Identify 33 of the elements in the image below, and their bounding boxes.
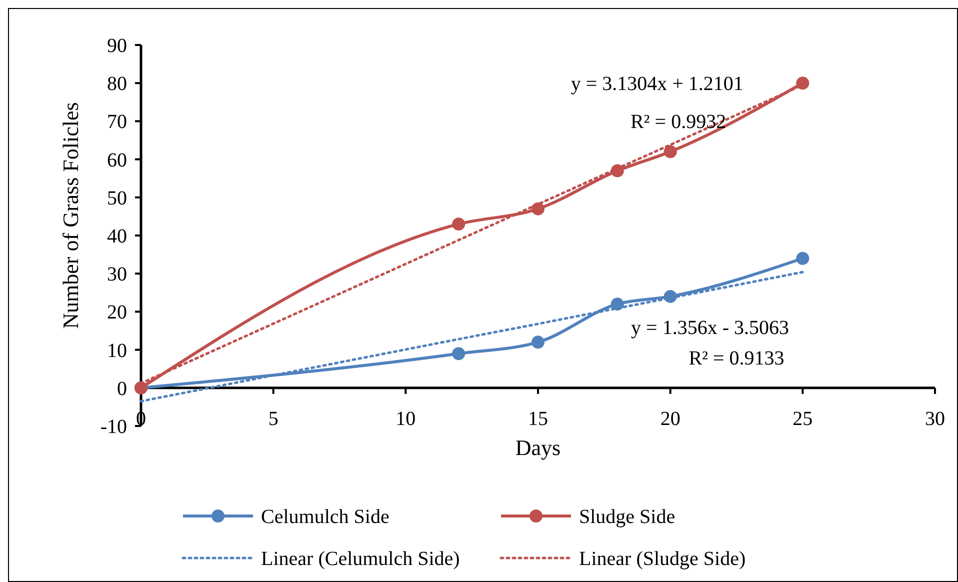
point <box>664 145 677 158</box>
y-tick-label: 60 <box>107 149 127 172</box>
x-tick-label: 10 <box>396 408 416 430</box>
x-tick-label: 25 <box>792 408 813 430</box>
legend-label: Celumulch Side <box>261 506 390 528</box>
y-tick-label: 10 <box>107 340 127 362</box>
point <box>796 252 810 265</box>
x-axis-title: Days <box>515 435 561 460</box>
y-tick-label: 80 <box>107 73 127 96</box>
x-tick-label: 30 <box>925 408 945 430</box>
annotation: y = 1.356x - 3.5063 <box>631 316 790 339</box>
x-tick-label: 5 <box>268 408 278 430</box>
y-axis-title: Number of Grass Folicles <box>58 102 83 329</box>
y-tick-label: 40 <box>107 226 127 248</box>
point <box>452 218 466 231</box>
annotation: R² = 0.9133 <box>688 347 784 370</box>
point <box>532 336 544 349</box>
annotation: y = 3.1304x + 1.2101 <box>570 73 744 96</box>
y-tick-label: 0 <box>117 378 127 400</box>
point <box>452 347 466 360</box>
y-tick-label: -10 <box>100 416 127 438</box>
point <box>796 76 810 90</box>
y-tick-label: 90 <box>107 35 127 57</box>
annotation: R² = 0.9932 <box>630 111 726 134</box>
legend-label: Sludge Side <box>579 506 676 528</box>
y-tick-label: 70 <box>107 111 127 134</box>
y-tick-label: 20 <box>107 302 127 324</box>
x-tick-label: 20 <box>660 408 680 430</box>
x-tick-label: 15 <box>528 408 548 430</box>
legend-label: Linear (Celumulch Side) <box>261 548 460 570</box>
y-tick-label: 50 <box>107 187 127 210</box>
legend-label: Linear (Sludge Side) <box>579 548 746 570</box>
y-tick-label: 30 <box>107 264 127 286</box>
